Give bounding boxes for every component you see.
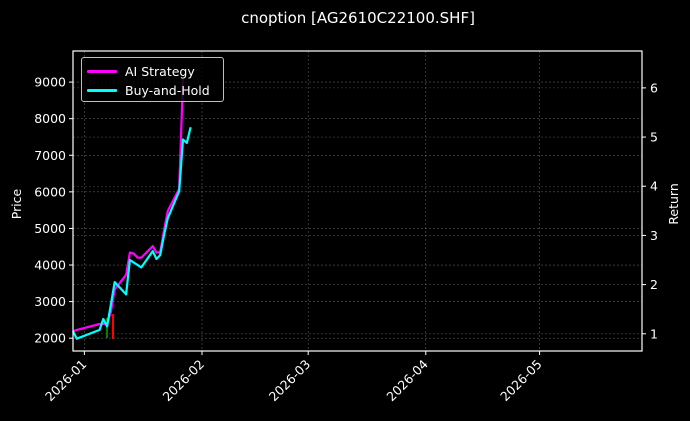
right-tick-label: 4	[650, 179, 658, 194]
x-axis: 2026-01 2026-02 2026-03 2026-04 2026-05	[42, 351, 545, 404]
buy-and-hold-swatch-icon	[87, 88, 117, 92]
left-tick-label: 2000	[34, 331, 66, 346]
right-tick-label: 3	[650, 228, 658, 243]
ai-strategy-line	[72, 77, 185, 333]
x-tick-label: 2026-05	[497, 357, 545, 405]
left-tick-label: 5000	[34, 221, 66, 236]
left-axis: 2000 3000 4000 5000 6000 7000 8000 9000	[34, 75, 73, 346]
left-tick-label: 6000	[34, 184, 66, 199]
legend: AI Strategy Buy-and-Hold	[81, 57, 224, 102]
x-tick-label: 2026-01	[42, 357, 90, 405]
x-tick-label: 2026-03	[266, 357, 314, 405]
legend-label-ai-strategy: AI Strategy	[125, 63, 195, 79]
left-tick-label: 3000	[34, 294, 66, 309]
plot-frame	[72, 50, 643, 352]
left-axis-label: Price	[9, 188, 24, 219]
legend-item-buy-and-hold: Buy-and-Hold	[87, 82, 210, 98]
legend-label-buy-and-hold: Buy-and-Hold	[125, 82, 210, 98]
left-tick-label: 8000	[34, 111, 66, 126]
right-axis-label: Return	[666, 183, 681, 224]
ai-strategy-swatch-icon	[87, 69, 117, 73]
right-tick-label: 5	[650, 130, 658, 145]
data-series	[72, 77, 192, 340]
x-tick-label: 2026-02	[160, 357, 208, 405]
chart-title: cnoption [AG2610C22100.SHF]	[241, 9, 475, 27]
left-tick-label: 4000	[34, 258, 66, 273]
right-tick-label: 6	[650, 80, 658, 95]
buy-and-hold-line	[72, 126, 192, 340]
right-tick-label: 2	[650, 277, 658, 292]
left-tick-label: 7000	[34, 148, 66, 163]
legend-item-ai-strategy: AI Strategy	[87, 63, 195, 79]
right-axis: 1 2 3 4 5 6	[642, 80, 658, 341]
right-tick-label: 1	[650, 326, 658, 341]
left-tick-label: 9000	[34, 75, 66, 90]
grid-lines	[73, 51, 642, 351]
x-tick-label: 2026-04	[383, 356, 431, 404]
